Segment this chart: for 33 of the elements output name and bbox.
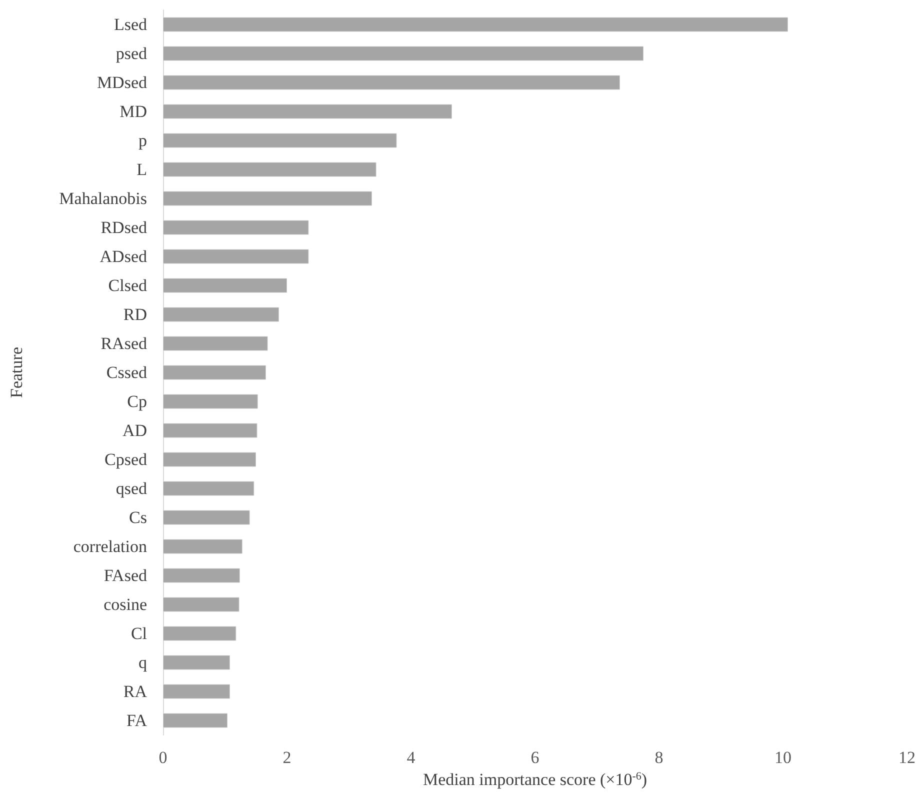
y-tick-label: Cl: [130, 624, 148, 643]
x-tick-label: 12: [898, 748, 916, 767]
y-tick-label: AD: [122, 421, 147, 440]
y-tick-label: RD: [123, 305, 147, 324]
y-tick-label: RA: [123, 682, 148, 701]
x-tick-label: 2: [282, 748, 292, 767]
y-tick-label: RAsed: [100, 334, 148, 353]
x-tick-label: 8: [654, 748, 664, 767]
y-tick-label: Cp: [127, 392, 147, 411]
y-tick-label: cosine: [104, 595, 147, 614]
y-tick-label: correlation: [73, 537, 148, 556]
x-tick-label: 10: [774, 748, 792, 767]
y-tick-label: Lsed: [114, 15, 148, 34]
y-tick-label: q: [138, 653, 148, 672]
y-axis-title: Feature: [7, 347, 26, 398]
x-tick-label: 6: [530, 748, 540, 767]
y-tick-label: FA: [126, 711, 148, 730]
y-tick-label: L: [136, 160, 147, 179]
y-tick-label: Mahalanobis: [59, 189, 147, 208]
y-tick-label: MD: [120, 102, 147, 121]
y-tick-label: psed: [116, 44, 148, 63]
y-tick-label: qsed: [116, 479, 148, 498]
y-tick-label: Clsed: [108, 276, 148, 295]
y-tick-label: MDsed: [96, 73, 148, 92]
x-tick-label: 0: [158, 748, 168, 767]
y-tick-label: Cpsed: [104, 450, 148, 469]
x-tick-label: 4: [406, 748, 416, 767]
y-tick-label: ADsed: [100, 247, 148, 266]
y-tick-label: Cs: [129, 508, 147, 527]
y-tick-label: p: [138, 131, 147, 150]
y-tick-label: RDsed: [100, 218, 148, 237]
y-tick-label: FAsed: [104, 566, 148, 585]
y-tick-label: Cssed: [106, 363, 148, 382]
